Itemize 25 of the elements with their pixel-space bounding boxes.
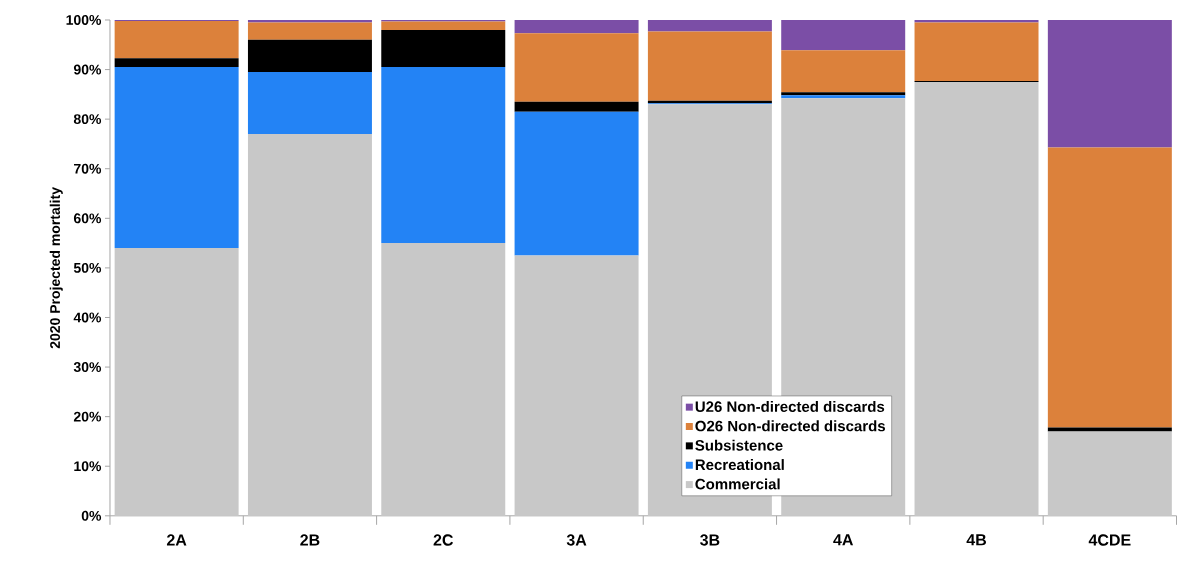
x-tick-label: 3B	[700, 534, 720, 546]
y-tick-label: 0%	[81, 510, 102, 521]
y-tick-label: 50%	[73, 263, 102, 273]
y-tick-label: 10%	[74, 461, 102, 472]
y-tick-label: 60%	[73, 213, 102, 224]
legend-label: U26 Non-directed discards	[695, 401, 885, 413]
x-tick-label: 2B	[300, 534, 320, 546]
y-tick-label: 40%	[73, 312, 102, 323]
y-tick-label: 20%	[73, 411, 102, 422]
legend-label: O26 Non-directed discards	[695, 420, 886, 432]
legend-label: Recreational	[695, 459, 784, 471]
x-tick-label: 4A	[833, 534, 854, 546]
x-tick-label: 2A	[166, 534, 187, 546]
x-tick-label: 2C	[433, 534, 454, 546]
y-tick-label: 30%	[73, 362, 102, 373]
legend-label: Subsistence	[695, 439, 783, 451]
legend-label: Commercial	[695, 478, 780, 490]
y-tick-label: 100%	[66, 15, 102, 26]
y-tick-label: 90%	[73, 64, 102, 75]
x-tick-label: 4CDE	[1088, 534, 1131, 546]
y-tick-label: 70%	[74, 163, 102, 174]
x-tick-label: 4B	[966, 534, 987, 546]
y-axis-title: 2020 Projected mortality	[49, 187, 63, 349]
y-tick-label: 80%	[73, 114, 102, 125]
x-tick-label: 3A	[566, 534, 587, 546]
